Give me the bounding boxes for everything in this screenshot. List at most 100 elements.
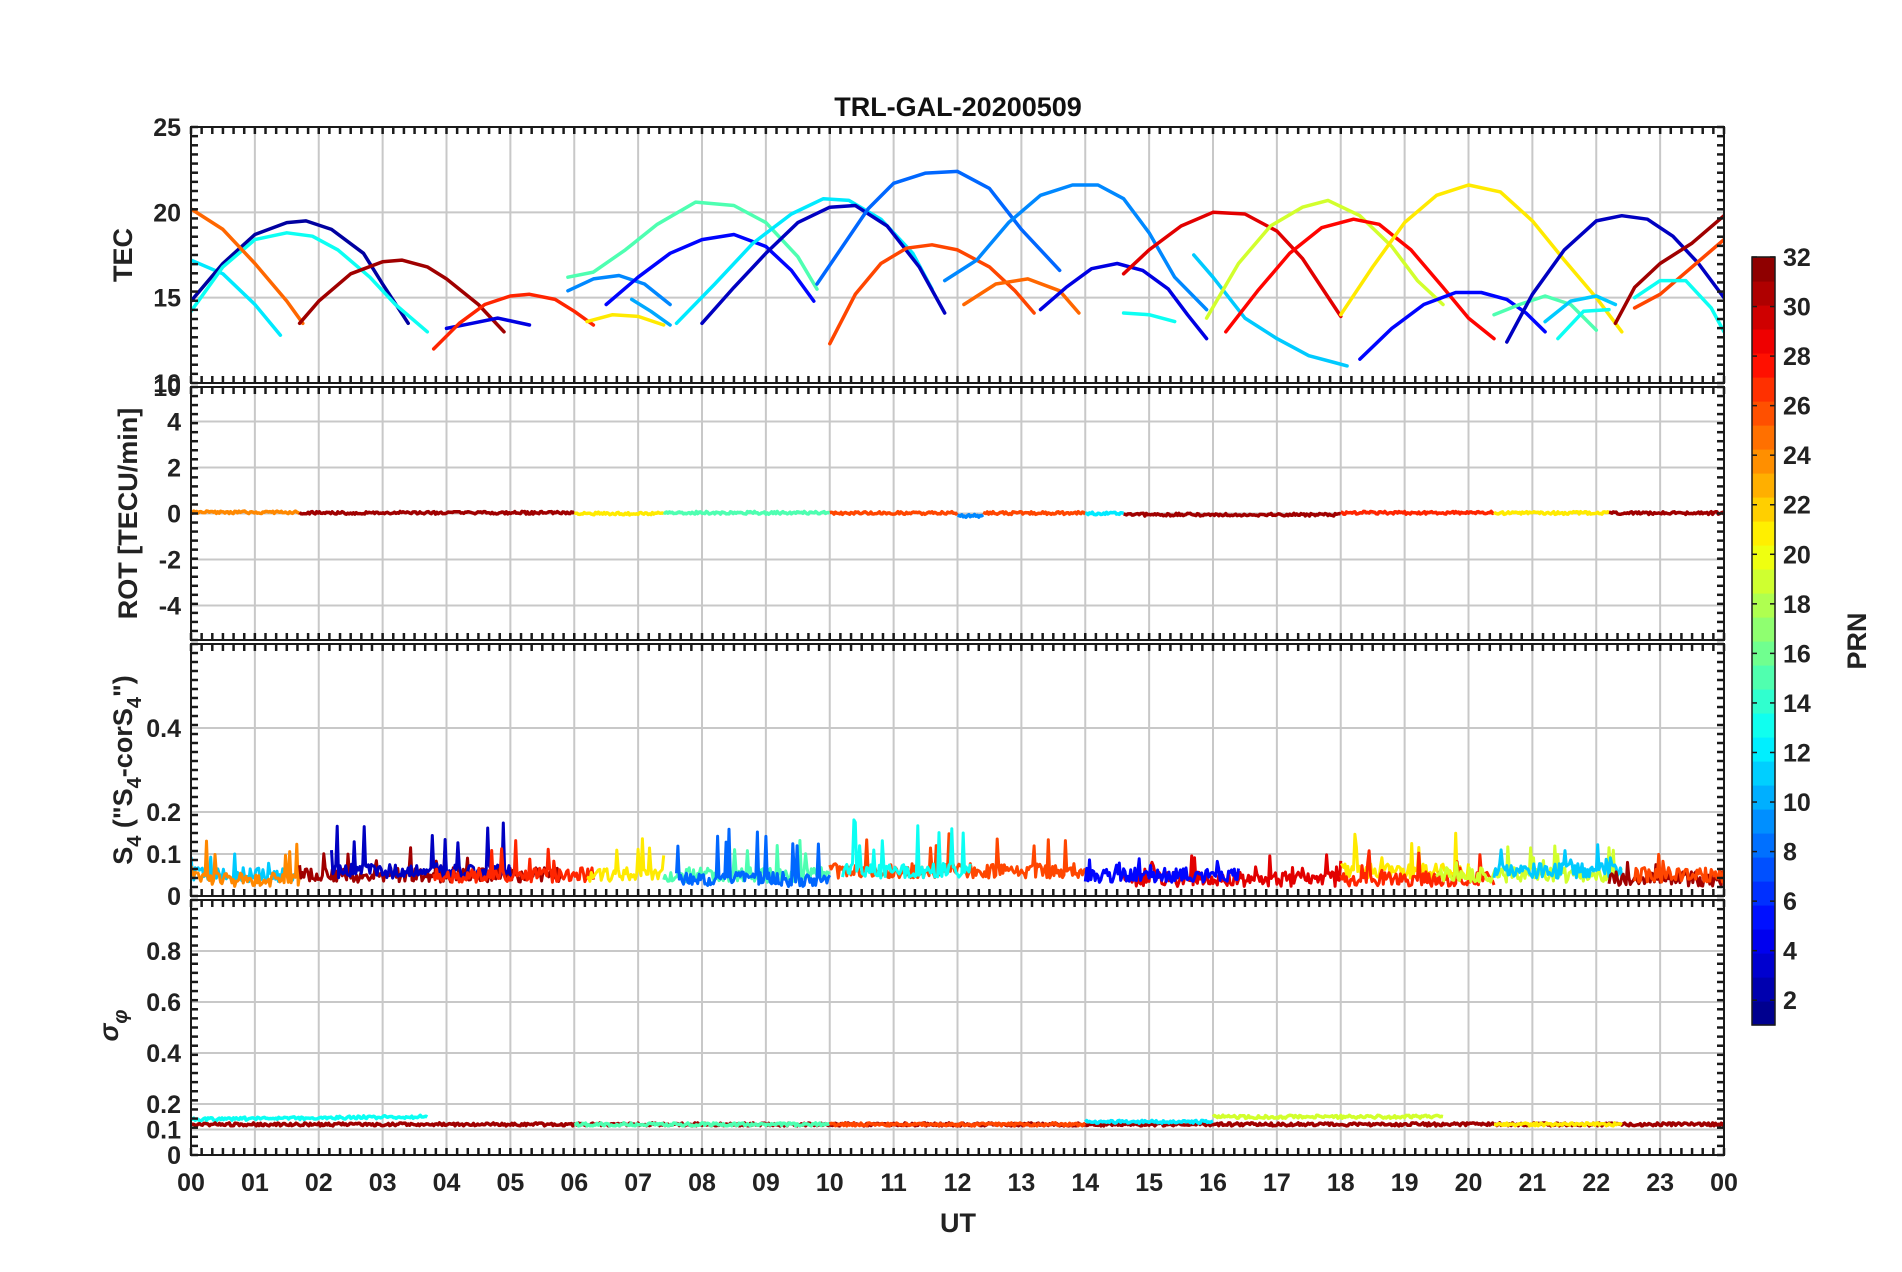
panel-tec: 10 15 20 25 TEC — [108, 114, 1726, 398]
tec-series-prn-10 — [629, 297, 672, 327]
x-axis: 00 01 02 03 04 05 06 07 08 09 10 11 12 13 14 15 16 17 18 19… — [177, 1169, 1738, 1197]
tec-series-prn-9 — [566, 273, 672, 307]
tec-series-prn-21 — [1339, 183, 1624, 334]
rot-series-prn-31 — [298, 509, 576, 516]
x-tick-label: 00 — [1710, 1169, 1738, 1197]
ylabel-sigma: σ — [94, 1023, 124, 1042]
x-tick-label: 22 — [1582, 1169, 1610, 1197]
tec-series-prn-8 — [815, 169, 1062, 286]
panel-s4-ytick-label: 0.1 — [146, 841, 181, 869]
panel-sigma_phi-grid — [191, 900, 1724, 1155]
panel-sigma_phi-series — [191, 1113, 1724, 1128]
colorbar-band — [1752, 521, 1775, 546]
tec-series-prn-25 — [962, 277, 1081, 315]
colorbar-tick-label: 24 — [1783, 442, 1811, 470]
tec-series-prn-31 — [1613, 213, 1724, 326]
panel-rot: -4 -2 0 2 4 10 ROT [TECU/min] — [113, 374, 1726, 642]
rot-series-prn-31 — [1123, 511, 1342, 518]
ylabel-part: ") — [108, 675, 138, 697]
colorbar-band — [1752, 809, 1775, 834]
colorbar-label: PRN — [1842, 612, 1872, 669]
colorbar-tick-label: 28 — [1783, 343, 1811, 371]
colorbar-band — [1752, 617, 1775, 642]
panel-s4: 00.10.20.4S4 ("S4-corS4") — [108, 642, 1726, 911]
tec-series-prn-13 — [1121, 311, 1177, 324]
colorbar-tick-label: 2 — [1783, 987, 1797, 1015]
panel-rot-ytick-label: 4 — [167, 409, 181, 437]
tec-series-prn-13 — [191, 231, 430, 334]
colorbar-frame — [1751, 256, 1776, 1026]
tec-series-prn-27 — [431, 292, 596, 351]
colorbar-tick-label: 8 — [1783, 839, 1797, 867]
x-tick-label: 05 — [496, 1169, 524, 1197]
colorbar-band — [1752, 665, 1775, 690]
panel-tec-minor-ticks — [189, 125, 1726, 385]
tec-series-prn-3 — [700, 203, 947, 326]
colorbar-tick-label: 32 — [1783, 244, 1811, 272]
tec-series-prn-28 — [1224, 217, 1496, 341]
panel-rot-top-tick-label: 10 — [153, 374, 181, 402]
panel-s4-minor-ticks — [189, 642, 1726, 898]
rot-series-prn-15 — [662, 509, 831, 516]
colorbar-band — [1752, 689, 1775, 714]
colorbar-band — [1752, 353, 1775, 378]
sigma_phi-series-prn-13 — [191, 1113, 429, 1123]
x-tick-label: 08 — [688, 1169, 716, 1197]
colorbar-band — [1752, 785, 1775, 810]
panel-s4-ytick-label: 0 — [167, 883, 181, 911]
x-tick-label: 09 — [752, 1169, 780, 1197]
rot-series-prn-26 — [829, 509, 959, 517]
colorbar-tick-label: 16 — [1783, 640, 1811, 668]
colorbar-band — [1752, 257, 1775, 282]
tec-series-prn-9 — [942, 183, 1209, 312]
rot-series-prn-26 — [982, 509, 1087, 517]
x-tick-label: 18 — [1327, 1169, 1355, 1197]
tec-series-prn-4 — [444, 316, 532, 331]
ylabel-part: 4 — [124, 835, 146, 847]
tec-series-prn-29 — [1121, 210, 1343, 319]
colorbar-tick-label: 26 — [1783, 393, 1811, 421]
panel-sigma_phi-ytick-label: 0.2 — [146, 1091, 181, 1119]
sigma_phi-series-prn-12 — [1084, 1118, 1214, 1125]
rot-series-prn-9 — [957, 512, 985, 519]
ylabel-phi: φ — [110, 1010, 132, 1024]
rot-series-prn-21 — [573, 510, 665, 517]
colorbar-band — [1752, 473, 1775, 498]
colorbar-band — [1752, 449, 1775, 474]
colorbar-band — [1752, 761, 1775, 786]
panel-tec-ytick-label: 10 — [153, 370, 181, 398]
ylabel-part: 4 — [124, 776, 146, 788]
sigma_phi-series-prn-19 — [1211, 1113, 1444, 1121]
x-tick-label: 02 — [305, 1169, 333, 1197]
rot-series-prn-24 — [191, 509, 301, 516]
colorbar-tick-label: 4 — [1783, 938, 1797, 966]
panel-s4-ylabel: S4 ("S4-corS4") — [108, 675, 146, 865]
x-tick-label: 15 — [1135, 1169, 1163, 1197]
tec-series-prn-12 — [191, 258, 283, 337]
ylabel-part: ("S — [108, 788, 138, 835]
panel-rot-ytick-label: -2 — [159, 547, 181, 575]
colorbar-band — [1752, 857, 1775, 882]
colorbar-tick-label: 6 — [1783, 888, 1797, 916]
panel-rot-minor-ticks — [189, 385, 1726, 642]
x-tick-label: 23 — [1646, 1169, 1674, 1197]
chart-title: TRL-GAL-20200509 — [834, 92, 1082, 122]
s4-series-prn-21 — [586, 837, 666, 883]
tec-series-prn-19 — [1204, 198, 1445, 320]
panel-s4-grid — [191, 644, 1724, 896]
tec-series-prn-12 — [674, 196, 934, 326]
rot-series-prn-27 — [1340, 509, 1496, 516]
rot-series-prn-21 — [1493, 509, 1611, 517]
panel-sigma-phi-ylabel: σφ — [94, 1010, 132, 1042]
s4-series-prn-8 — [675, 827, 832, 888]
tec-series-prn-11 — [1543, 294, 1618, 324]
tec-series-prn-3 — [1505, 213, 1724, 344]
colorbar-band — [1752, 401, 1775, 426]
x-tick-label: 10 — [816, 1169, 844, 1197]
s4-series-prn-11 — [1492, 843, 1624, 880]
x-tick-label: 06 — [560, 1169, 588, 1197]
x-tick-label: 13 — [1007, 1169, 1035, 1197]
tec-series-prn-31 — [297, 258, 506, 334]
panel-sigma_phi-minor-ticks — [189, 898, 1726, 1157]
